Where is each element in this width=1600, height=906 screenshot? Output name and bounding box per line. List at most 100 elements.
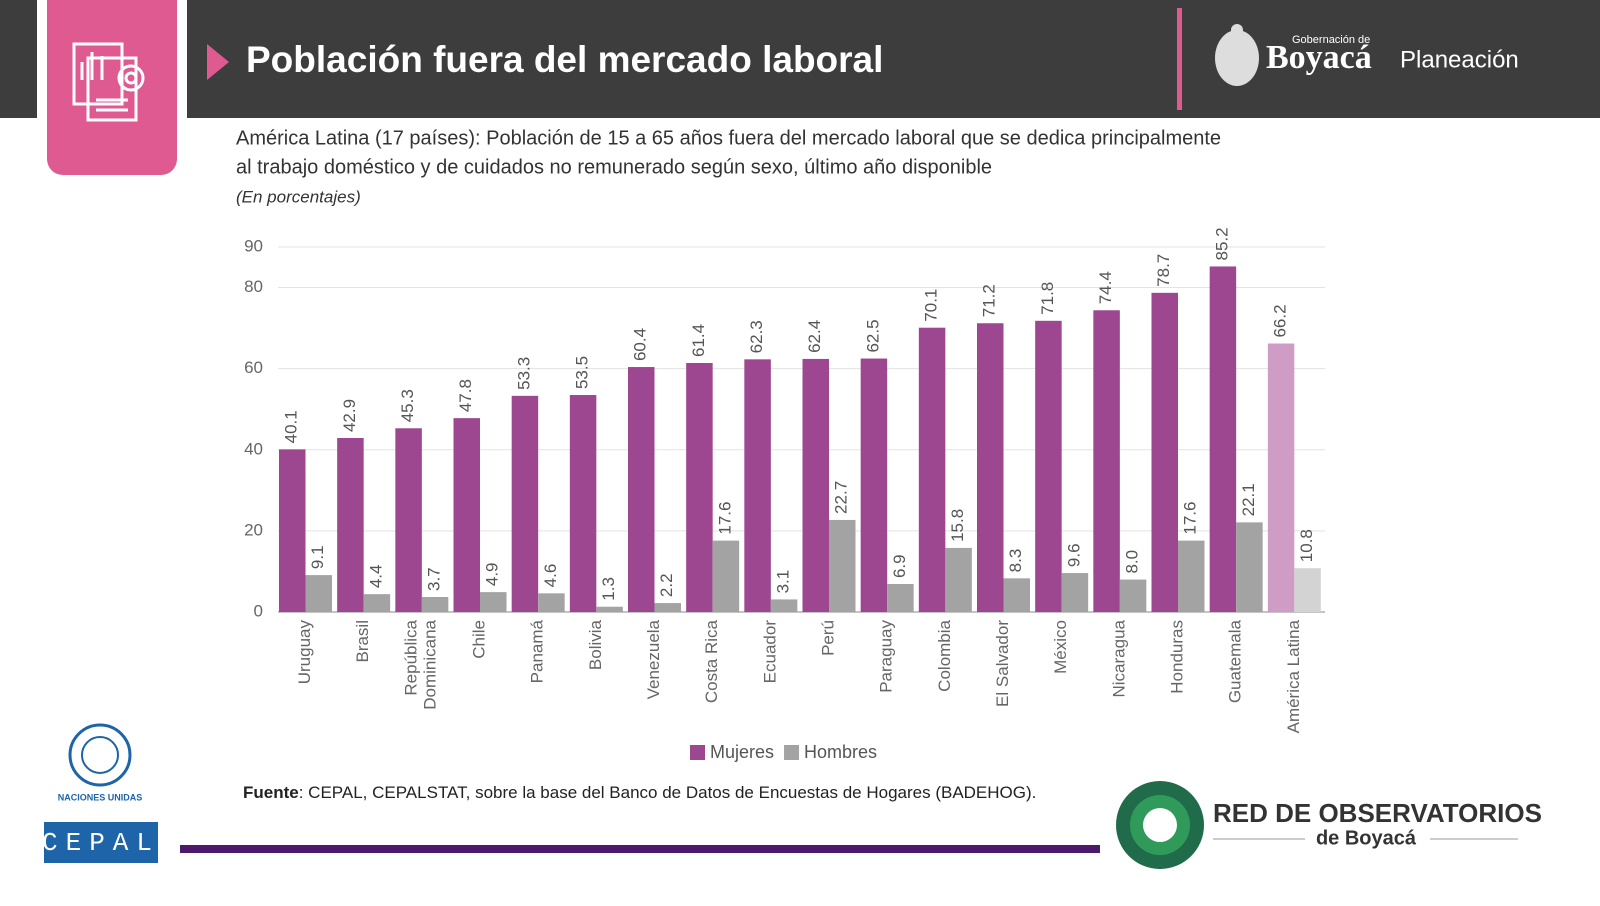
bar xyxy=(1093,310,1120,612)
header-left-bar xyxy=(0,0,37,118)
bar xyxy=(1061,573,1089,612)
x-tick-label-line: República xyxy=(402,619,421,695)
bar xyxy=(712,540,740,612)
value-label: 4.9 xyxy=(483,562,502,586)
footer-rule xyxy=(180,845,1100,853)
header-icon xyxy=(72,42,145,122)
bar xyxy=(305,575,332,612)
un-emblem xyxy=(68,723,132,787)
value-label: 53.3 xyxy=(514,357,533,390)
x-tick-label: Ecuador xyxy=(760,620,779,684)
value-label: 74.4 xyxy=(1096,271,1115,304)
un-label: Naciones Unidas xyxy=(58,792,143,802)
value-label: 6.9 xyxy=(890,554,909,578)
x-tick-label: México xyxy=(1051,620,1070,674)
header-bar xyxy=(187,0,1600,118)
header-icon-box xyxy=(47,0,177,175)
y-tick-label: 60 xyxy=(244,358,263,377)
bar xyxy=(1003,578,1030,612)
y-tick-label: 20 xyxy=(244,520,263,539)
value-label: 60.4 xyxy=(631,328,650,361)
legend-swatch xyxy=(690,745,705,760)
network-logo-center xyxy=(1143,808,1177,842)
title-marker xyxy=(207,44,229,80)
value-label: 40.1 xyxy=(282,410,301,443)
value-label: 10.8 xyxy=(1297,529,1316,562)
bar xyxy=(918,327,946,612)
bar xyxy=(395,428,422,612)
x-tick-label: Perú xyxy=(818,620,837,656)
source-label: Fuente xyxy=(243,783,299,802)
value-label: 17.6 xyxy=(1181,502,1200,535)
logo-name: Boyacá xyxy=(1266,39,1372,76)
value-label: 22.1 xyxy=(1239,483,1258,516)
bar xyxy=(453,418,480,612)
chart-title-line: al trabajo doméstico y de cuidados no re… xyxy=(236,156,992,178)
value-label: 53.5 xyxy=(573,356,592,389)
chart-subtitle: (En porcentajes) xyxy=(236,187,361,206)
bar xyxy=(802,358,829,612)
value-label: 4.4 xyxy=(366,565,385,589)
x-tick-label: Costa Rica xyxy=(702,619,721,703)
bar xyxy=(977,323,1004,612)
bar xyxy=(538,593,565,612)
value-label: 8.0 xyxy=(1123,550,1142,574)
bar xyxy=(1035,320,1062,612)
x-tick-label: Venezuela xyxy=(644,619,663,699)
value-label: 42.9 xyxy=(340,399,359,432)
x-tick-label: El Salvador xyxy=(993,620,1012,707)
bar xyxy=(337,438,364,612)
value-label: 66.2 xyxy=(1271,304,1290,337)
bar xyxy=(1151,292,1178,612)
y-tick-label: 40 xyxy=(244,439,263,458)
bar xyxy=(829,519,856,612)
bar xyxy=(686,362,713,612)
y-tick-label: 0 xyxy=(254,601,263,620)
bar xyxy=(1267,343,1295,612)
x-tick-label: Bolivia xyxy=(586,619,605,670)
logo-unit: Planeación xyxy=(1400,46,1519,73)
bar xyxy=(628,367,655,612)
value-label: 62.5 xyxy=(863,319,882,352)
source: Fuente: CEPAL, CEPALSTAT, sobre la base … xyxy=(243,783,1036,802)
value-label: 3.7 xyxy=(425,567,444,591)
x-tick-label: RepúblicaDominicana xyxy=(402,619,440,709)
bar xyxy=(511,395,539,612)
source-text: : CEPAL, CEPALSTAT, sobre la base del Ba… xyxy=(299,783,1037,802)
bar xyxy=(770,599,798,612)
header-divider xyxy=(1177,8,1182,110)
bar xyxy=(1294,568,1321,612)
value-label: 4.6 xyxy=(541,564,560,588)
x-tick-label: Colombia xyxy=(935,619,954,691)
chart-title-line: América Latina (17 países): Población de… xyxy=(236,127,1221,149)
value-label: 22.7 xyxy=(832,481,851,514)
value-label: 1.3 xyxy=(599,577,618,601)
value-label: 2.2 xyxy=(657,573,676,597)
bar xyxy=(945,547,972,612)
bar xyxy=(1119,579,1147,612)
bar xyxy=(363,594,391,612)
legend-swatch xyxy=(784,745,800,760)
value-label: 62.3 xyxy=(747,320,766,353)
value-label: 3.1 xyxy=(774,570,793,594)
x-tick-label: Honduras xyxy=(1167,620,1186,694)
value-label: 71.2 xyxy=(980,284,999,317)
y-tick-label: 90 xyxy=(244,236,263,255)
x-tick-label-line: Dominicana xyxy=(421,619,440,709)
x-tick-label: Brasil xyxy=(353,620,372,663)
boyaca-emblem xyxy=(1215,24,1259,86)
value-label: 17.6 xyxy=(715,502,734,535)
bar xyxy=(279,449,306,612)
bar xyxy=(1236,522,1263,612)
value-label: 61.4 xyxy=(689,324,708,357)
value-label: 8.3 xyxy=(1006,549,1025,573)
value-label: 45.3 xyxy=(398,389,417,422)
bar xyxy=(860,358,888,612)
bar xyxy=(1178,540,1205,612)
bar xyxy=(887,584,914,612)
bar xyxy=(569,395,597,612)
x-tick-label: Nicaragua xyxy=(1109,619,1128,697)
value-label: 9.6 xyxy=(1064,543,1083,567)
value-label: 71.8 xyxy=(1038,282,1057,315)
